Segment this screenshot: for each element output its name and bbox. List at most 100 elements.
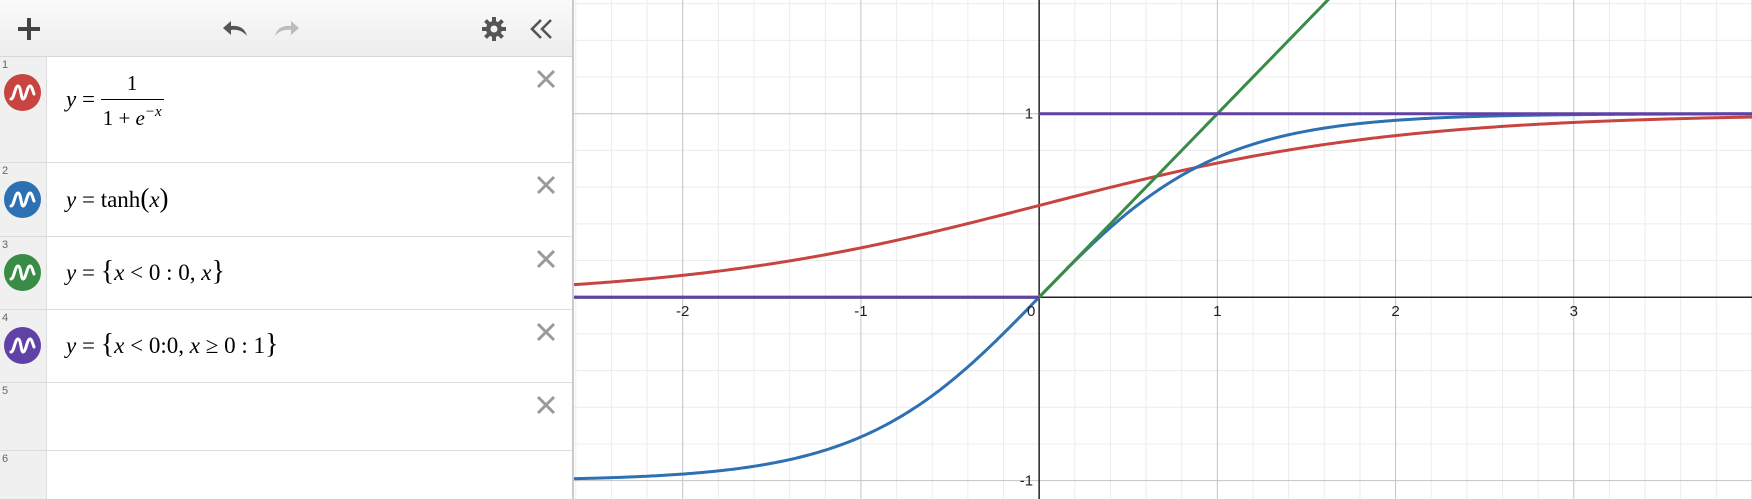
condition1-operator: < [124,333,149,358]
graph-color-toggle[interactable] [4,74,41,111]
fraction-numerator: 1 [126,71,138,95]
expression-row-4[interactable]: 4 y = {x < 0:0, x ≥ 0 : 1} [0,310,572,383]
exp-power: −x [144,104,162,120]
formula-equals: = [81,333,95,358]
delete-expression-button[interactable] [532,65,560,93]
tick-labels: -2 -1 0 1 2 3 1 -1 [676,106,1578,490]
settings-button[interactable] [474,9,514,49]
expression-row-5[interactable]: 5 [0,383,572,451]
expression-row-1[interactable]: 1 y = 1 1 + e−x [0,57,572,163]
open-paren: ( [140,183,150,213]
plus-icon [18,18,40,40]
close-brace: } [264,329,279,360]
wave-icon [9,337,36,354]
delete-expression-button[interactable] [532,391,560,419]
condition2-separator: : [235,333,254,358]
expression-gutter: 4 [0,310,47,382]
redo-icon [275,21,299,36]
expression-formula[interactable]: y = {x < 0 : 0, x} [66,256,225,288]
expression-formula[interactable]: y = tanh(x) [66,183,169,214]
wave-icon [9,264,36,281]
curve-step [574,112,1752,299]
delete-expression-button[interactable] [532,245,560,273]
y-tick-label: 1 [1025,106,1033,123]
expression-gutter: 6 [0,451,47,499]
minor-gridlines [574,0,1752,499]
expression-gutter: 3 [0,237,47,309]
close-brace: } [211,256,225,287]
condition-value: 0 [148,260,161,285]
double-chevron-left-icon [530,19,552,39]
close-icon [536,249,556,269]
open-brace: { [100,256,115,287]
condition1-variable: x [114,333,125,358]
x-tick-label: -1 [854,303,867,320]
formula-equals: = [81,260,95,285]
formula-lhs: y [66,187,77,212]
collapse-panel-button[interactable] [521,9,561,49]
major-gridlines [574,0,1752,499]
else-value: x [201,260,212,285]
expression-index: 6 [2,453,9,465]
condition2-variable: x [189,333,200,358]
close-icon [536,322,556,342]
undo-icon [223,21,247,36]
expression-toolbar [0,0,572,57]
y-tick-label: -1 [1020,473,1033,490]
expression-gutter: 2 [0,163,47,236]
expression-list-panel: 1 y = 1 1 + e−x 2 [0,0,572,499]
condition-variable: x [114,260,125,285]
formula-lhs: y [66,260,77,285]
expression-gutter: 1 [0,57,47,162]
formula-lhs: y [66,86,77,112]
delete-expression-button[interactable] [532,171,560,199]
x-tick-label: -2 [676,303,689,320]
condition-separator: : [160,260,179,285]
condition1-separator: : [160,333,167,358]
wave-icon [9,191,36,208]
curve-relu [574,0,1330,299]
formula-lhs: y [66,333,77,358]
formula-equals: = [81,86,95,112]
undo-button[interactable] [216,9,256,49]
condition2-value: 0 [224,333,236,358]
branch-comma: , [178,333,190,358]
graph-paper[interactable]: -2 -1 0 1 2 3 1 -1 [574,0,1752,499]
expression-index: 2 [2,165,9,177]
gear-icon [482,17,506,41]
expression-index: 4 [2,312,9,324]
graph-color-toggle[interactable] [4,254,41,291]
condition2-operator: ≥ [199,333,225,358]
add-expression-button[interactable] [9,9,49,49]
delete-expression-button[interactable] [532,318,560,346]
branch-value: 0 [178,260,190,285]
close-icon [536,395,556,415]
close-icon [536,69,556,89]
exp-base: e [135,106,145,130]
expression-row-6[interactable]: 6 [0,451,572,499]
open-brace: { [100,329,115,360]
graph-color-toggle[interactable] [4,181,41,218]
expression-formula[interactable]: y = {x < 0:0, x ≥ 0 : 1} [66,329,278,361]
expression-index: 5 [2,385,9,397]
expression-row-3[interactable]: 3 y = {x < 0 : 0, x} [0,237,572,310]
expression-gutter: 5 [0,383,47,450]
panel-divider[interactable] [572,0,574,499]
denominator-sum: 1 + [102,106,136,130]
expression-row-2[interactable]: 2 y = tanh(x) [0,163,572,237]
wave-icon [9,84,36,101]
close-icon [536,175,556,195]
graph-color-toggle[interactable] [4,327,41,364]
function-name: tanh [100,187,141,212]
close-paren: ) [159,183,169,213]
branch-comma: , [189,260,202,285]
plotted-curves [574,0,1752,481]
axes [574,0,1752,499]
expression-formula[interactable]: y = 1 1 + e−x [66,71,164,131]
graph-canvas[interactable]: -2 -1 0 1 2 3 1 -1 [574,0,1752,499]
fraction-denominator: 1 + e−x [100,99,164,131]
formula-fraction: 1 1 + e−x [100,71,164,131]
redo-button[interactable] [266,9,306,49]
expression-index: 1 [2,59,9,71]
x-tick-label: 2 [1391,303,1399,320]
